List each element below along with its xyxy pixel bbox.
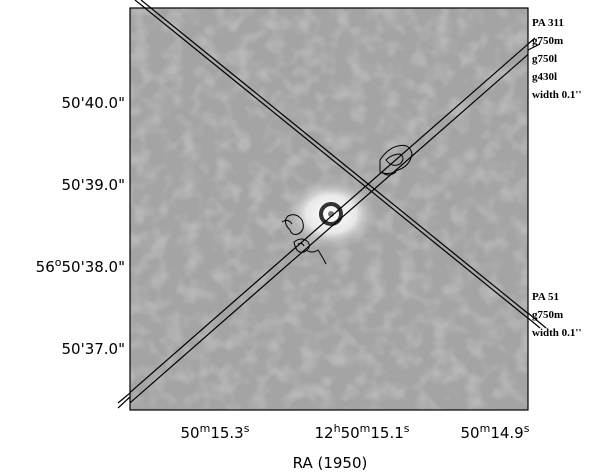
text-part: 50 bbox=[341, 424, 360, 442]
superscript: m bbox=[200, 422, 211, 435]
x-axis-label: RA (1950) bbox=[293, 454, 368, 472]
y-tick-label: 50'40.0" bbox=[61, 94, 125, 112]
annotation: g430l bbox=[532, 71, 557, 83]
text-part: 12 bbox=[314, 424, 333, 442]
text-part: 15.1 bbox=[370, 424, 403, 442]
text-part: 50 bbox=[181, 424, 200, 442]
y-tick-label: 50'39.0" bbox=[61, 176, 125, 194]
slit-lines bbox=[130, 8, 528, 404]
x-tick-label: 50m14.9s bbox=[461, 422, 530, 442]
text-part: 50 bbox=[461, 424, 480, 442]
y-tick-label: 50'37.0" bbox=[61, 340, 125, 358]
text-part: 15.3 bbox=[210, 424, 243, 442]
image bbox=[130, 8, 528, 410]
annotation: PA 51 bbox=[532, 291, 559, 303]
text-part: 56 bbox=[36, 258, 55, 276]
annotation: g750l bbox=[532, 53, 557, 65]
superscript: s bbox=[244, 422, 250, 435]
annotation: g750m bbox=[532, 309, 563, 321]
superscript: m bbox=[480, 422, 491, 435]
superscript: s bbox=[404, 422, 410, 435]
annotation: PA 311 bbox=[532, 17, 564, 29]
x-tick-label: 50m15.3s bbox=[181, 422, 250, 442]
text-part: 50'38.0" bbox=[61, 258, 125, 276]
superscript: o bbox=[55, 256, 62, 269]
text-part: 50'39.0" bbox=[61, 176, 125, 194]
x-tick-label: 12h50m15.1s bbox=[314, 422, 409, 442]
frame bbox=[129, 7, 529, 411]
superscript: m bbox=[360, 422, 371, 435]
annotation: g750m bbox=[532, 35, 563, 47]
text-part: 14.9 bbox=[490, 424, 523, 442]
superscript: s bbox=[524, 422, 530, 435]
annotation: width 0.1'' bbox=[532, 89, 582, 101]
y-tick-label: 56o50'38.0" bbox=[36, 256, 125, 276]
superscript: h bbox=[334, 422, 341, 435]
text-part: 50'37.0" bbox=[61, 340, 125, 358]
annotation: width 0.1'' bbox=[532, 327, 582, 339]
text-part: 50'40.0" bbox=[61, 94, 125, 112]
